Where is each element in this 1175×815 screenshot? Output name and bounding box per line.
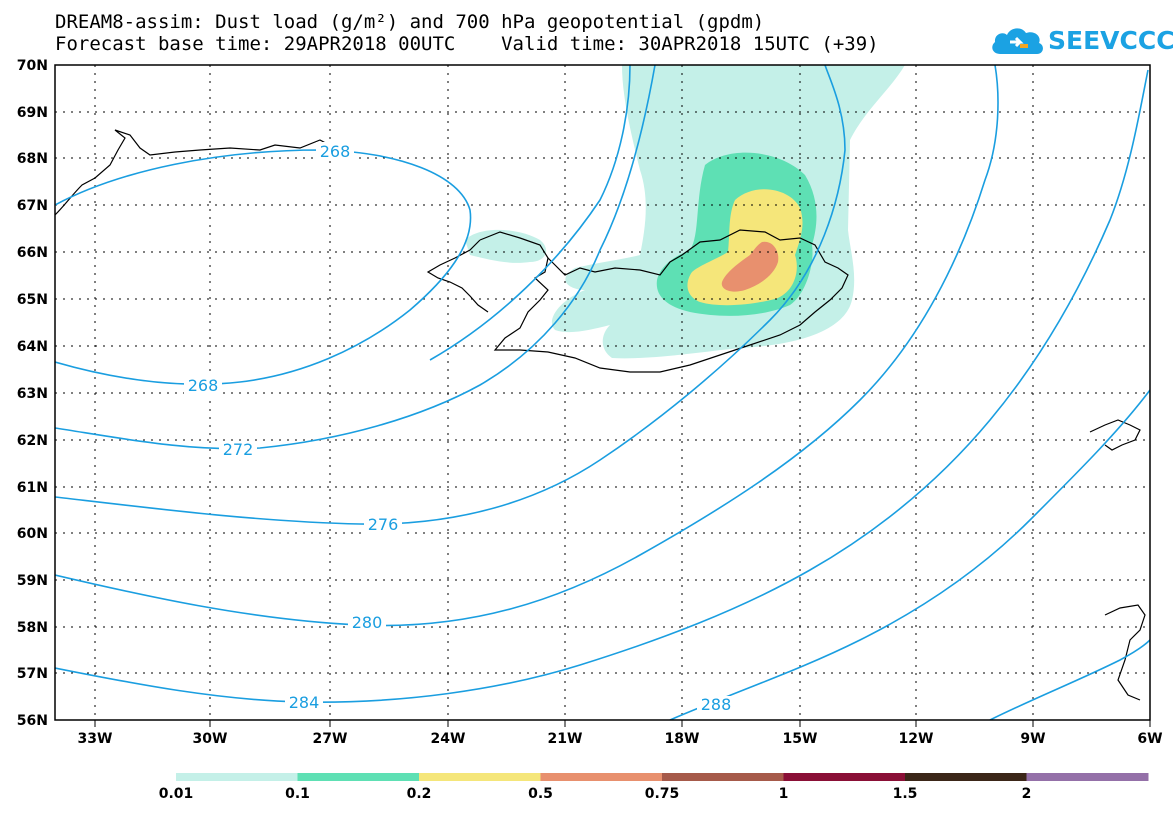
- legend-swatch: [540, 773, 663, 781]
- legend-colorbar: [176, 773, 1149, 781]
- logo-text: SEEVCCC: [1048, 26, 1175, 55]
- contour-292: [989, 639, 1150, 720]
- map-subtitle: Forecast base time: 29APR2018 00UTC Vali…: [55, 33, 879, 55]
- longitude-labels: 33W 30W 27W 24W 21W 18W 15W 12W 9W 6W: [78, 731, 1163, 747]
- legend-swatch: [905, 773, 1027, 781]
- contour-288: [669, 389, 1150, 720]
- lat-label: 59N: [17, 573, 48, 589]
- legend-swatch: [419, 773, 541, 781]
- lat-label: 63N: [17, 386, 48, 402]
- latitude-labels: 70N 69N 68N 67N 66N 65N 64N 63N 62N 61N …: [17, 58, 48, 729]
- legend-label: 1: [778, 786, 789, 802]
- lat-label: 61N: [17, 480, 48, 496]
- map-frame: [54, 64, 1151, 721]
- lon-label: 27W: [313, 731, 348, 747]
- lat-label: 60N: [17, 526, 48, 542]
- legend-label: 0.5: [528, 786, 553, 802]
- iceland-westfjords: [426, 239, 489, 313]
- contour-label: 268: [320, 142, 351, 161]
- legend-swatch: [1026, 773, 1149, 781]
- contour-labels: 268 268 272 276 280 284 288: [184, 142, 735, 714]
- legend-label: 1.5: [892, 786, 918, 802]
- map-title: DREAM8-assim: Dust load (g/m²) and 700 h…: [55, 11, 765, 33]
- lat-label: 67N: [17, 198, 48, 214]
- contour-label: 288: [701, 695, 732, 714]
- legend-swatch: [783, 773, 906, 781]
- lat-label: 68N: [17, 151, 48, 167]
- dust-area-high: [721, 241, 779, 292]
- legend-label: 0.75: [644, 786, 680, 802]
- legend-label: 0.01: [158, 786, 194, 802]
- lon-label: 30W: [193, 731, 228, 747]
- cloud-icon: [992, 28, 1043, 54]
- lat-label: 70N: [17, 58, 48, 74]
- contour-label: 280: [352, 613, 383, 632]
- legend-swatch: [662, 773, 784, 781]
- scotland-islands-south: [1104, 604, 1146, 701]
- contour-label: 268: [188, 376, 219, 395]
- lon-label: 33W: [78, 731, 113, 747]
- lon-label: 24W: [431, 731, 466, 747]
- seevccc-logo: SEEVCCC: [990, 22, 1175, 58]
- lon-label: 15W: [783, 731, 818, 747]
- dust-area-mid: [687, 189, 803, 306]
- legend-label: 2: [1021, 786, 1032, 802]
- dust-area-lowest-west: [465, 229, 547, 263]
- contour-268-east: [429, 65, 631, 361]
- iceland-coast: [479, 229, 849, 373]
- contour-276: [55, 65, 846, 525]
- lon-label: 6W: [1137, 731, 1162, 747]
- legend-label: 0.2: [406, 786, 432, 802]
- lat-label: 66N: [17, 245, 48, 261]
- axis-ticks: [94, 720, 1151, 727]
- graticule: [55, 65, 1150, 720]
- lat-label: 69N: [17, 105, 48, 121]
- lat-label: 56N: [17, 713, 48, 729]
- lon-label: 12W: [899, 731, 934, 747]
- geopotential-contours: [55, 65, 1150, 720]
- legend-swatch: [176, 773, 298, 781]
- lat-label: 57N: [17, 666, 48, 682]
- lon-label: 21W: [548, 731, 583, 747]
- contour-label: 272: [223, 440, 254, 459]
- dust-shading: [465, 65, 905, 359]
- legend-swatch: [297, 773, 420, 781]
- lat-label: 58N: [17, 620, 48, 636]
- lat-label: 65N: [17, 292, 48, 308]
- contour-label: 284: [289, 693, 320, 712]
- contour-label: 276: [368, 515, 399, 534]
- lat-label: 64N: [17, 339, 48, 355]
- contour-272: [55, 65, 656, 450]
- lon-label: 9W: [1020, 731, 1045, 747]
- legend-label: 0.1: [285, 786, 310, 802]
- coastlines: [55, 129, 1146, 701]
- lat-label: 62N: [17, 433, 48, 449]
- greenland-coast: [55, 129, 346, 216]
- contour-268-closed: [55, 149, 472, 386]
- contour-280: [55, 65, 999, 627]
- scotland-islands-north: [1089, 419, 1141, 451]
- lon-label: 18W: [665, 731, 700, 747]
